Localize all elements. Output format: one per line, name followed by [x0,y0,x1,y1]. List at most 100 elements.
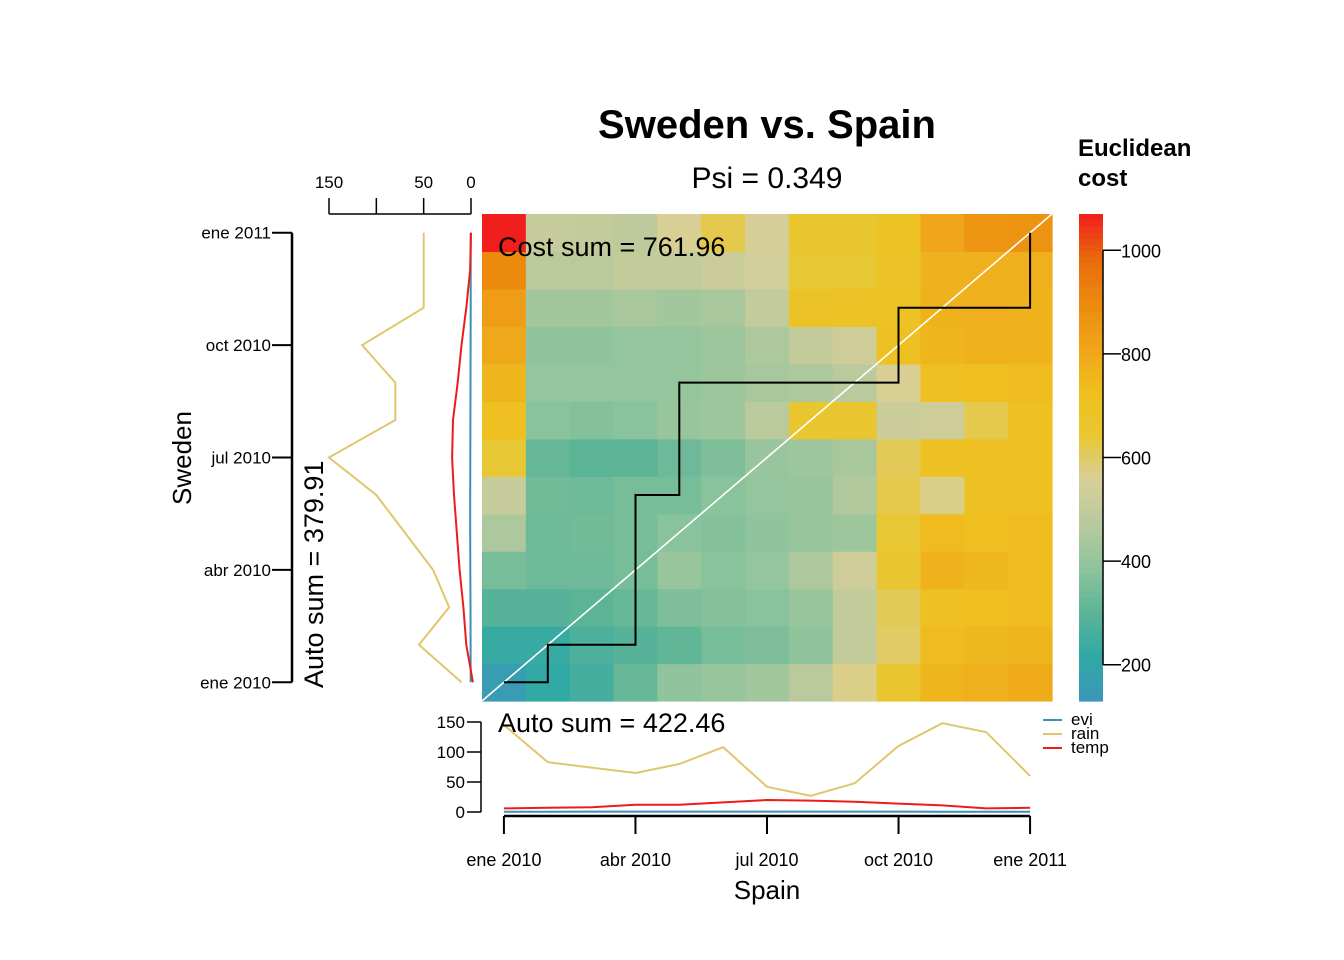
colorbar-segment [1079,360,1103,367]
heatmap-cell [745,326,790,365]
colorbar-segment [1079,335,1103,343]
heatmap-cell [569,288,615,327]
heatmap-cell [920,626,965,665]
colorbar-segment [1079,506,1103,513]
heatmap-cell [788,626,834,665]
colorbar-segment [1079,262,1103,270]
heatmap-cell [657,251,702,290]
heatmap-cell [920,551,965,590]
heatmap-cell [701,326,746,365]
heatmap-cell [657,288,702,327]
colorbar-tick-label: 400 [1121,552,1151,572]
colorbar-segment [1079,500,1103,507]
heatmap-cell [657,626,702,665]
heatmap-cell [482,326,527,365]
heatmap-cell [964,626,1009,665]
heatmap-cell [569,513,615,552]
heatmap-cell [701,551,746,590]
cost-sum-label: Cost sum = 761.96 [498,232,725,262]
heatmap-cell [1008,363,1053,402]
heatmap-cell [525,251,571,290]
colorbar-segment [1079,366,1103,373]
colorbar-segment [1079,232,1103,239]
colorbar-segment [1079,347,1103,355]
heatmap-cell [701,588,746,627]
colorbar-segment [1079,268,1103,276]
heatmap-cell [613,288,658,327]
heatmap-cell [701,288,746,327]
heatmap-cell [964,588,1009,627]
heatmap-cell [525,588,571,627]
colorbar-segment [1079,621,1103,629]
heatmap-cell [613,214,658,253]
heatmap-cell [964,363,1009,402]
heatmap-cell [613,251,658,290]
heatmap-cell [569,251,615,290]
heatmap-cell [745,476,790,515]
heatmap-cell [613,663,658,702]
colorbar-segment [1079,354,1103,361]
x-series-line-temp [503,798,1031,810]
colorbar-segment [1079,573,1103,580]
colorbar-segment [1079,524,1103,532]
y-axis-label: Sweden [167,411,197,505]
heatmap-cell [1008,663,1053,702]
colorbar-segment [1079,293,1103,300]
colorbar-title-line2: cost [1078,165,1127,192]
heatmap-cell [876,551,922,590]
heatmap-cell [876,401,922,440]
heatmap-cell [920,363,965,402]
colorbar-segment [1079,457,1103,465]
colorbar-segment [1079,536,1103,544]
colorbar-segment [1079,238,1103,246]
colorbar-segment [1079,390,1103,398]
heatmap-cell [788,551,834,590]
x-axis-label: Spain [734,875,801,905]
colorbar-segment [1079,682,1103,690]
heatmap-cell [482,588,527,627]
x-time-tick-label: oct 2010 [864,850,933,870]
colorbar-segment [1079,481,1103,489]
heatmap-cell [525,438,571,477]
heatmap-cell [569,438,615,477]
heatmap-cell [657,663,702,702]
heatmap-cell [832,663,878,702]
colorbar-segment [1079,554,1103,562]
colorbar-segment [1079,274,1103,282]
heatmap-cell [788,513,834,552]
heatmap-cell [964,401,1009,440]
colorbar-segment [1079,597,1103,605]
heatmap-cell [482,476,527,515]
heatmap-cell [745,401,790,440]
heatmap-cell [745,588,790,627]
heatmap-cell [788,476,834,515]
colorbar-segment [1079,658,1103,666]
heatmap-cell [613,326,658,365]
heatmap-cell [832,476,878,515]
heatmap-cell [525,214,571,253]
heatmap-cell [482,363,527,402]
y-time-tick-label: abr 2010 [204,561,271,580]
heatmap-cell [876,438,922,477]
colorbar-segment [1079,579,1103,586]
heatmap-cell [1008,326,1053,365]
heatmap-cell [482,551,527,590]
colorbar-segment [1079,518,1103,526]
heatmap-cell [657,588,702,627]
heatmap-cell [701,663,746,702]
heatmap-cell [701,626,746,665]
colorbar-tick-label: 600 [1121,449,1151,469]
heatmap-cell [920,214,965,253]
colorbar-segment [1079,494,1103,501]
heatmap-cell [745,663,790,702]
colorbar-segment [1079,311,1103,319]
heatmap-cell [745,214,790,253]
x-time-tick-label: ene 2011 [993,850,1067,870]
colorbar-segment [1079,329,1103,337]
colorbar-segment [1079,664,1103,672]
colorbar-segment [1079,475,1103,483]
heatmap-cell [569,476,615,515]
heatmap-cell [701,438,746,477]
colorbar-segment [1079,414,1103,422]
colorbar-segment [1079,214,1103,221]
